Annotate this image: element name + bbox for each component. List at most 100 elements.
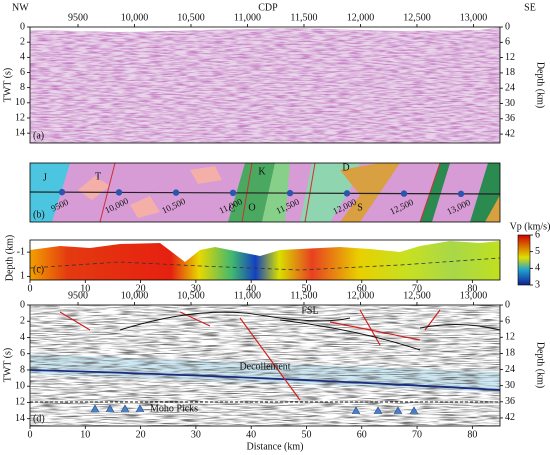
tick-label: 2 xyxy=(20,36,25,47)
tick-label: 10,000 xyxy=(121,12,149,23)
tick-label: 10,500 xyxy=(177,12,205,23)
tick-label: 6 xyxy=(505,37,510,48)
panel-a: NW CDP SE TWT (s) Depth (km) (a) xyxy=(2,2,546,144)
frame xyxy=(29,239,501,281)
y2-label: Depth (km) xyxy=(535,62,546,108)
annotation: Decollement xyxy=(239,361,290,372)
tick-label: 18 xyxy=(505,67,515,78)
tick-label: 14 xyxy=(15,413,25,424)
tick-label: 12 xyxy=(15,397,25,408)
map-unit xyxy=(78,166,222,218)
unit-label: S xyxy=(357,202,363,213)
unit-label: D xyxy=(342,162,349,173)
tick-label: 50 xyxy=(301,283,311,294)
colorbar xyxy=(517,234,531,286)
tick-label: 30 xyxy=(191,283,201,294)
tick-label: 10,000 xyxy=(121,290,149,301)
tick-label: 0 xyxy=(505,299,510,310)
frame xyxy=(29,162,501,223)
tick-label: 0 xyxy=(20,299,25,310)
tick-label: 80 xyxy=(467,283,477,294)
tick-label: 40 xyxy=(246,429,256,440)
tick-label: 30 xyxy=(505,98,515,109)
tick-label: 20 xyxy=(136,429,146,440)
x-label: Distance (km) xyxy=(247,441,304,452)
tick-label: 24 xyxy=(505,82,515,93)
decollement xyxy=(29,369,501,391)
annotation: FSL xyxy=(301,305,318,316)
y-label: TWT (s) xyxy=(2,348,13,383)
tick-label: 36 xyxy=(505,113,515,124)
frame xyxy=(29,26,501,144)
panel-d: FSL Decollement Moho Picks TWT (s) Depth… xyxy=(2,304,546,452)
cdp-point xyxy=(400,190,408,197)
tick-label: 6 xyxy=(20,67,25,78)
tick-label: 3 xyxy=(535,279,540,290)
orientation-left: NW xyxy=(12,2,29,13)
map-unit xyxy=(485,195,500,222)
y2-label: Depth (km) xyxy=(535,342,546,388)
tick-label: 12 xyxy=(15,112,25,123)
topography-mask xyxy=(30,27,500,32)
tick-label: 10 xyxy=(80,429,90,440)
orientation-right: SE xyxy=(524,2,536,13)
tick-label: 4 xyxy=(20,332,25,343)
tick-label: 12,500 xyxy=(403,12,431,23)
frame xyxy=(29,304,501,427)
tick-label: 42 xyxy=(505,128,515,139)
tick-label: 60 xyxy=(357,283,367,294)
tick-label: 1 xyxy=(20,271,25,282)
tick-label: 10 xyxy=(15,381,25,392)
tick-label: 10 xyxy=(80,283,90,294)
tick-label: 50 xyxy=(301,429,311,440)
tick-label: 14 xyxy=(15,127,25,138)
contour xyxy=(29,257,501,271)
cdp-point xyxy=(115,189,123,196)
panel-label: (d) xyxy=(33,413,45,424)
unit-label: O xyxy=(248,202,255,213)
fault xyxy=(59,309,441,401)
unit-label: T xyxy=(95,171,101,182)
tick-label: 8 xyxy=(20,82,25,93)
cdp-point xyxy=(457,190,465,198)
annotation: Moho Picks xyxy=(150,403,198,414)
seismic-texture xyxy=(30,305,500,426)
tick-label: 11,000 xyxy=(234,290,261,301)
velocity-model xyxy=(30,241,500,280)
tick-label: 6 xyxy=(505,315,510,326)
y-label: Depth (km) xyxy=(4,235,15,281)
tick-label: 4 xyxy=(535,263,540,274)
tick-label: 42 xyxy=(505,412,515,423)
tick-label: 9500 xyxy=(68,12,88,23)
map-unit xyxy=(420,163,500,222)
tick-label: -1 xyxy=(17,246,25,257)
seismic-texture xyxy=(30,27,500,143)
tick-label: 8 xyxy=(20,364,25,375)
panel-label: (b) xyxy=(33,209,45,220)
panel-c: Depth (km) (c) Vp (km/s) xyxy=(4,221,550,286)
unit-label: C xyxy=(229,203,236,214)
axis-title: CDP xyxy=(258,2,278,13)
tick-label: 70 xyxy=(412,429,422,440)
map-unit xyxy=(340,163,400,222)
tick-label: 40 xyxy=(246,283,256,294)
tick-label: 9500 xyxy=(68,290,88,301)
tick-label: 11,500 xyxy=(290,12,317,23)
unit-label: J xyxy=(43,172,47,183)
tick-label: 70 xyxy=(412,283,422,294)
moho-pick xyxy=(90,404,419,415)
tick-label: 6 xyxy=(20,348,25,359)
tick-label: 5 xyxy=(535,246,540,257)
tick-label: 20 xyxy=(136,283,146,294)
tick-label: 11,500 xyxy=(290,290,317,301)
tick-label: 12,000 xyxy=(347,12,375,23)
tick-label: 4 xyxy=(20,52,25,63)
tick-label: 0 xyxy=(28,429,33,440)
tick-label: 18 xyxy=(505,348,515,359)
tick-label: 80 xyxy=(467,429,477,440)
tick-label: 30 xyxy=(505,380,515,391)
cdp-point xyxy=(286,189,294,197)
colorbar-title: Vp (km/s) xyxy=(510,221,550,232)
cdp-point xyxy=(343,190,351,197)
